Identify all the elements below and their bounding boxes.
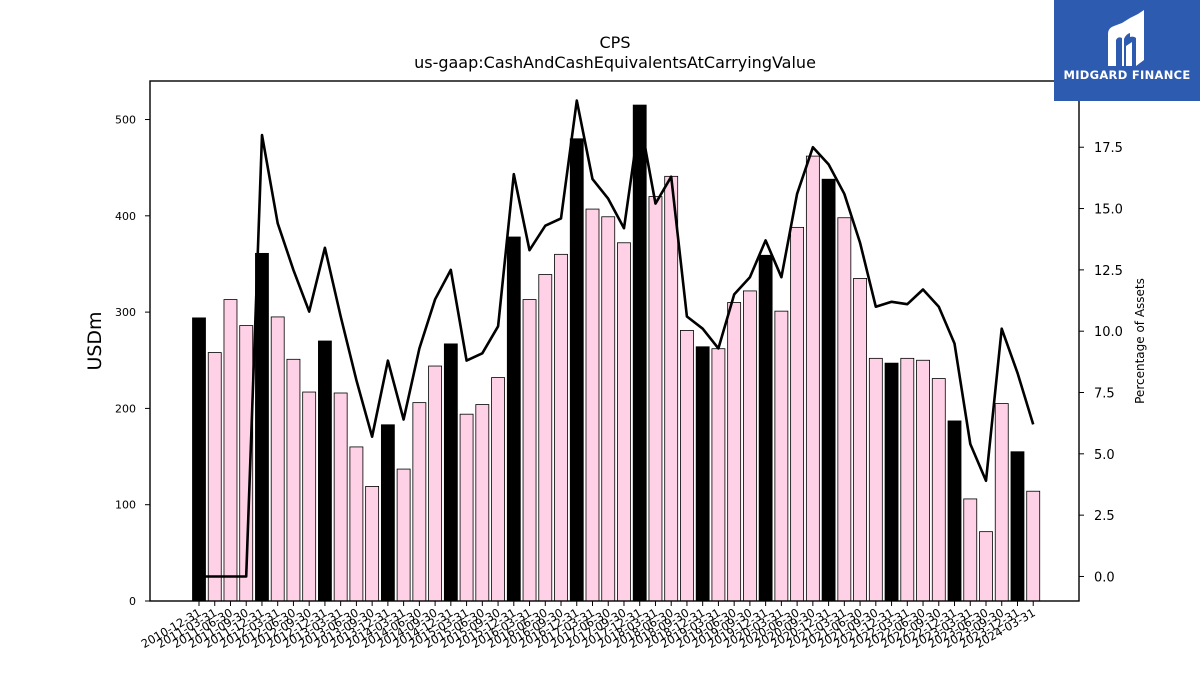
bar-2018-06-30 <box>664 175 679 602</box>
bar-2016-12-31 <box>569 138 584 602</box>
bar-2024-03-31 <box>1026 490 1041 602</box>
bar-2020-12-31 <box>821 178 836 602</box>
y-tick-label: 500 <box>115 114 136 127</box>
percentage-line <box>199 99 1035 578</box>
bar-2020-06-30 <box>790 226 805 602</box>
y-tick-label: 0 <box>129 595 136 608</box>
bar-2016-06-30 <box>538 274 553 602</box>
y2-tick-label: 17.5 <box>1094 141 1123 156</box>
y2-tick-label: 7.5 <box>1094 387 1115 402</box>
bar-2021-03-31 <box>837 217 852 602</box>
bar-2014-12-31 <box>443 343 458 602</box>
y-axis-label: USDm <box>84 311 106 370</box>
bar-2020-03-31 <box>774 310 789 602</box>
bar-2023-03-31 <box>963 498 978 602</box>
bar-2019-06-30 <box>727 302 742 602</box>
bar-2022-12-31 <box>947 420 962 602</box>
bar-2022-06-30 <box>916 359 930 602</box>
y2-tick-label: 2.5 <box>1094 509 1115 524</box>
bar-2013-12-31 <box>380 424 395 602</box>
bar-2015-06-30 <box>475 404 490 602</box>
bar-2011-03-31 <box>207 352 222 602</box>
bar-2014-03-31 <box>396 468 411 602</box>
bar-2012-06-30 <box>286 358 301 602</box>
logo-mark-icon <box>1108 10 1144 66</box>
bar-2015-09-30 <box>491 377 505 602</box>
bars-group <box>192 104 1041 602</box>
y-tick-label: 300 <box>115 306 136 319</box>
bar-2012-12-31 <box>318 340 332 602</box>
bar-2012-09-30 <box>302 391 317 602</box>
line-group <box>199 99 1035 578</box>
bar-2017-12-31 <box>632 104 647 602</box>
logo-text: MIDGARD FINANCE <box>1063 68 1191 82</box>
bar-2018-09-30 <box>680 330 694 602</box>
brand-logo: MIDGARD FINANCE <box>1054 0 1200 101</box>
bar-2016-09-30 <box>554 253 568 602</box>
bar-2012-03-31 <box>270 316 285 602</box>
bar-2017-06-30 <box>601 216 616 602</box>
y-tick-label: 400 <box>115 210 136 223</box>
bar-2019-09-30 <box>743 290 757 602</box>
bar-2022-03-31 <box>900 357 915 602</box>
bar-2019-12-31 <box>758 254 773 602</box>
bar-2020-09-30 <box>805 155 820 602</box>
bar-2013-06-30 <box>349 446 364 602</box>
bar-2017-03-31 <box>585 208 600 602</box>
y2-tick-label: 0.0 <box>1094 570 1115 585</box>
bar-2021-09-30 <box>868 357 883 602</box>
bar-2023-06-30 <box>979 531 993 602</box>
plot-frame <box>149 80 1080 602</box>
bar-2013-09-30 <box>365 486 380 602</box>
bar-2016-03-31 <box>522 299 537 602</box>
bar-2015-12-31 <box>506 236 521 602</box>
bar-2017-09-30 <box>617 242 631 602</box>
y2-tick-label: 15.0 <box>1094 203 1123 218</box>
bar-2014-09-30 <box>428 365 443 602</box>
y2-tick-label: 10.0 <box>1094 325 1123 340</box>
bar-2011-06-30 <box>223 299 238 602</box>
chart-subtitle: us-gaap:CashAndCashEquivalentsAtCarrying… <box>414 53 816 72</box>
bar-2021-12-31 <box>884 362 899 602</box>
y-tick-label: 200 <box>115 402 136 415</box>
y2-tick-label: 5.0 <box>1094 448 1115 463</box>
bar-2023-09-30 <box>994 403 1009 602</box>
bar-2018-03-31 <box>648 196 663 602</box>
chart-title: CPS <box>600 33 631 52</box>
y2-axis-label: Percentage of Assets <box>1133 278 1147 404</box>
bar-2019-03-31 <box>711 348 726 602</box>
bar-2022-09-30 <box>931 378 946 602</box>
bar-2011-12-31 <box>255 252 269 602</box>
y-tick-label: 100 <box>115 499 136 512</box>
bar-2018-12-31 <box>695 346 710 602</box>
bar-2010-12-31 <box>192 317 206 602</box>
bar-2013-03-31 <box>333 392 348 602</box>
y2-tick-label: 12.5 <box>1094 264 1123 279</box>
bar-2021-06-30 <box>853 278 867 602</box>
bar-2023-12-31 <box>1010 451 1025 602</box>
bar-2015-03-31 <box>459 413 474 602</box>
bar-2014-06-30 <box>412 402 427 602</box>
